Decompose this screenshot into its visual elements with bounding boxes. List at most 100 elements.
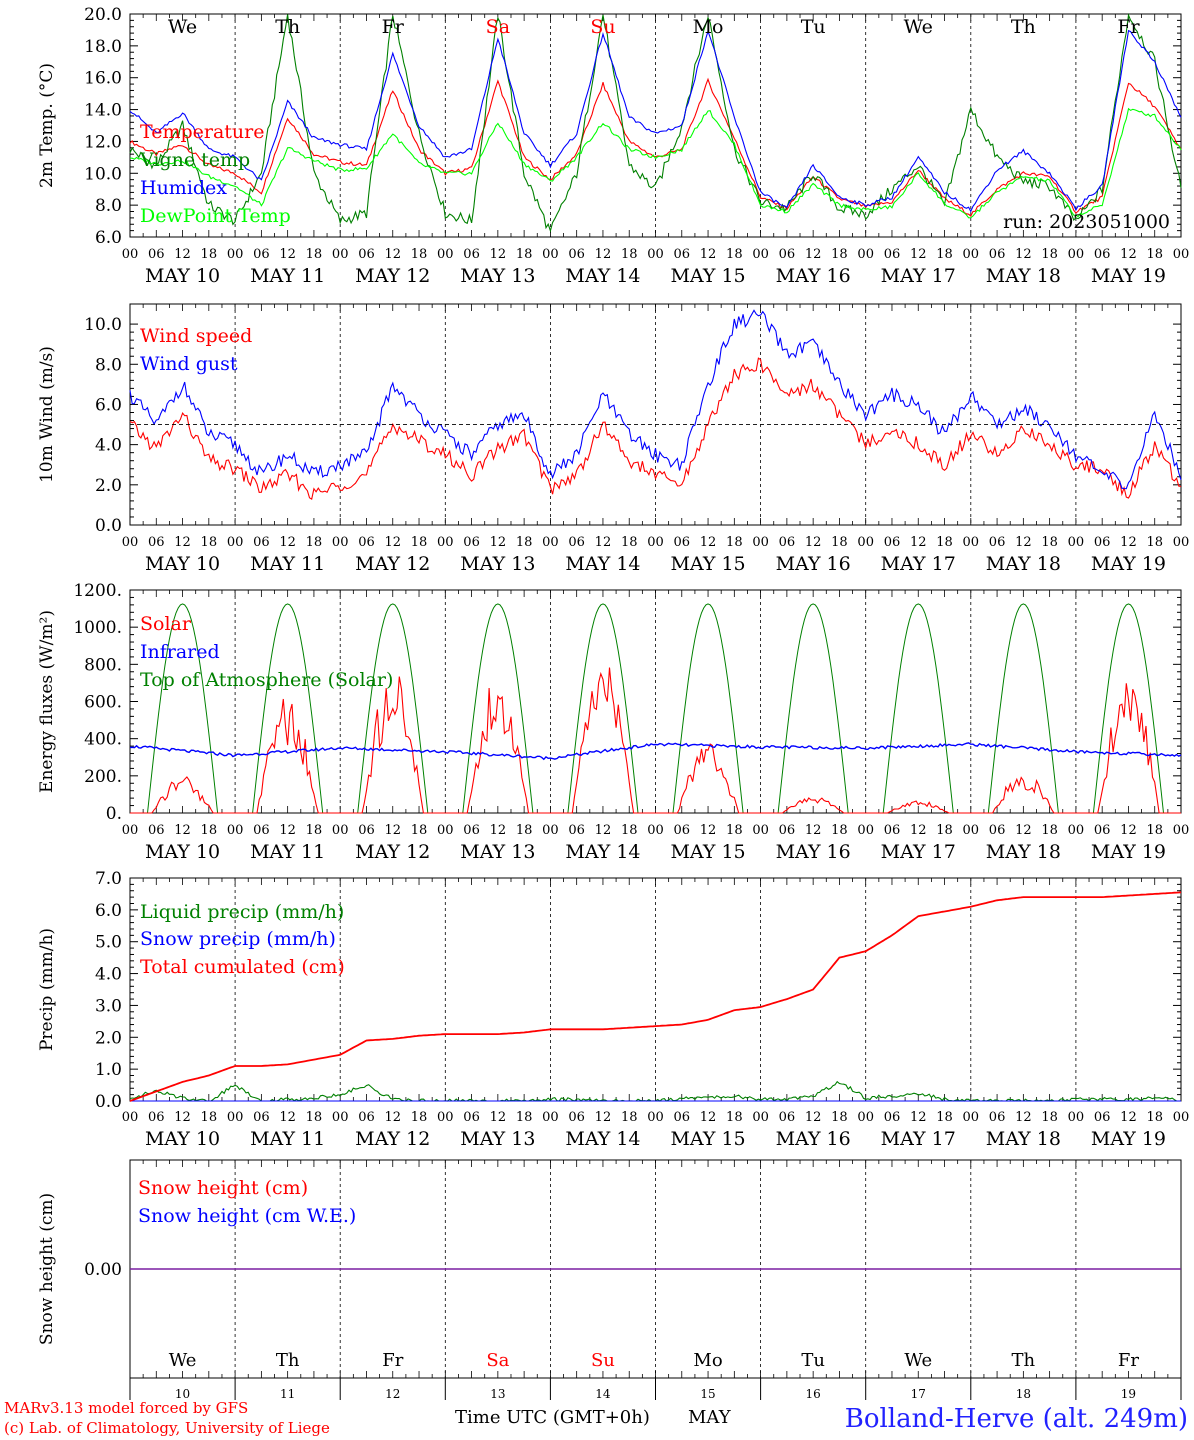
x-hour-label: 00 (857, 247, 874, 262)
legend-entry: Wind speed (140, 325, 252, 347)
x-hour-label: 06 (568, 1110, 585, 1125)
x-hour-label: 12 (700, 247, 717, 262)
x-hour-label: 18 (1041, 1110, 1058, 1125)
x-date-label: MAY 16 (776, 265, 851, 287)
x-hour-label: 00 (332, 823, 349, 838)
x-hour-label: 18 (831, 1110, 848, 1125)
x-hour-label: 06 (779, 823, 796, 838)
y-tick-label: 1000. (73, 618, 122, 638)
x-hour-label: 00 (332, 247, 349, 262)
x-hour-label: 00 (542, 823, 559, 838)
x-hour-label: 00 (752, 535, 769, 550)
y-tick-label: 8.0 (95, 196, 122, 216)
x-hour-label: 18 (411, 1110, 428, 1125)
x-hour-label: 06 (674, 247, 691, 262)
x-hour-label: 06 (463, 1110, 480, 1125)
plot-frame (129, 589, 1182, 814)
y-tick-label: 1.0 (95, 1060, 122, 1080)
legend-entry: Top of Atmosphere (Solar) (140, 669, 393, 691)
x-hour-label: 06 (253, 535, 270, 550)
series-line-solar (130, 667, 1181, 814)
weekday-label: Tu (801, 16, 826, 38)
x-hour-label: 06 (253, 247, 270, 262)
weekday-label: Th (275, 16, 300, 38)
x-hour-label: 12 (1015, 535, 1032, 550)
plot-frame (129, 13, 1182, 238)
day-number-label: 16 (806, 1387, 821, 1401)
x-hour-label: 06 (358, 247, 375, 262)
x-hour-label: 06 (884, 823, 901, 838)
x-hour-label: 06 (148, 247, 165, 262)
x-hour-label: 12 (805, 247, 822, 262)
x-hour-label: 12 (384, 823, 401, 838)
x-hour-label: 12 (490, 1110, 507, 1125)
x-hour-label: 06 (463, 535, 480, 550)
x-hour-label: 12 (384, 247, 401, 262)
x-hour-label: 12 (490, 247, 507, 262)
x-hour-label: 00 (1068, 247, 1085, 262)
x-hour-label: 06 (989, 823, 1006, 838)
y-tick-label: 8.0 (95, 355, 122, 375)
x-hour-label: 06 (148, 823, 165, 838)
y-tick-label: 14.0 (84, 101, 122, 121)
legend-entry: Humidex (140, 177, 227, 199)
x-date-label: MAY 12 (355, 841, 430, 863)
x-hour-label: 06 (884, 535, 901, 550)
x-date-label: MAY 16 (776, 553, 851, 575)
x-hour-label: 12 (384, 535, 401, 550)
footer-lab-credit: (c) Lab. of Climatology, University of L… (4, 1419, 330, 1437)
series-line-infrared (129, 742, 1182, 761)
x-date-label: MAY 13 (460, 841, 535, 863)
x-date-label: MAY 13 (460, 265, 535, 287)
x-hour-label: 18 (936, 823, 953, 838)
x-date-label: MAY 15 (670, 1128, 745, 1150)
y-tick-label: 12.0 (84, 132, 122, 152)
weekday-label: Th (1011, 16, 1036, 38)
y-tick-label: 6.0 (95, 395, 122, 415)
panel-2: 0.0 2.0 4.0 6.0 8.0 10.0 10m Wind (m/s) 00 06 12 1… (37, 303, 1190, 575)
x-date-label: MAY 17 (881, 1128, 956, 1150)
x-hour-label: 00 (122, 535, 139, 550)
y-tick-label: 3.0 (95, 996, 122, 1016)
x-hour-label: 00 (752, 823, 769, 838)
x-hour-label: 00 (542, 535, 559, 550)
x-hour-label: 00 (437, 535, 454, 550)
y-axis-label: Precip (mm/h) (37, 928, 57, 1051)
day-number-label: 19 (1121, 1387, 1136, 1401)
panel-1: 6.0 8.0 10.0 12.0 14.0 16.0 18.0 20.0 2m Temp. (… (37, 5, 1189, 287)
x-hour-label: 00 (1173, 535, 1190, 550)
x-hour-label: 12 (1015, 823, 1032, 838)
x-hour-label: 00 (332, 1110, 349, 1125)
x-hour-label: 12 (700, 1110, 717, 1125)
x-hour-label: 00 (227, 535, 244, 550)
y-tick-label: 18.0 (84, 37, 122, 57)
x-hour-label: 00 (332, 535, 349, 550)
x-hour-label: 18 (936, 535, 953, 550)
y-axis-label: Snow height (cm) (37, 1193, 57, 1345)
x-hour-label: 06 (779, 1110, 796, 1125)
x-date-label: MAY 14 (565, 841, 640, 863)
y-tick-label: 0. (106, 804, 122, 824)
y-tick-label: 6.0 (95, 901, 122, 921)
x-hour-label: 12 (279, 535, 296, 550)
x-hour-label: 12 (174, 1110, 191, 1125)
x-hour-label: 12 (384, 1110, 401, 1125)
weekday-label: We (904, 1350, 932, 1371)
x-hour-label: 12 (279, 247, 296, 262)
x-hour-label: 00 (437, 1110, 454, 1125)
legend-entry: Infrared (140, 641, 220, 663)
x-hour-label: 18 (201, 247, 218, 262)
x-hour-label: 12 (700, 535, 717, 550)
x-hour-label: 06 (253, 823, 270, 838)
x-hour-label: 00 (122, 823, 139, 838)
x-hour-label: 06 (884, 247, 901, 262)
x-hour-label: 18 (516, 823, 533, 838)
x-hour-label: 18 (621, 823, 638, 838)
x-hour-label: 12 (279, 823, 296, 838)
x-date-label: MAY 18 (986, 265, 1061, 287)
y-tick-label: 4.0 (95, 965, 122, 985)
x-date-label: MAY 11 (250, 553, 325, 575)
weekday-label: Tu (801, 1350, 825, 1371)
x-hour-label: 12 (910, 823, 927, 838)
x-date-label: MAY 14 (565, 265, 640, 287)
